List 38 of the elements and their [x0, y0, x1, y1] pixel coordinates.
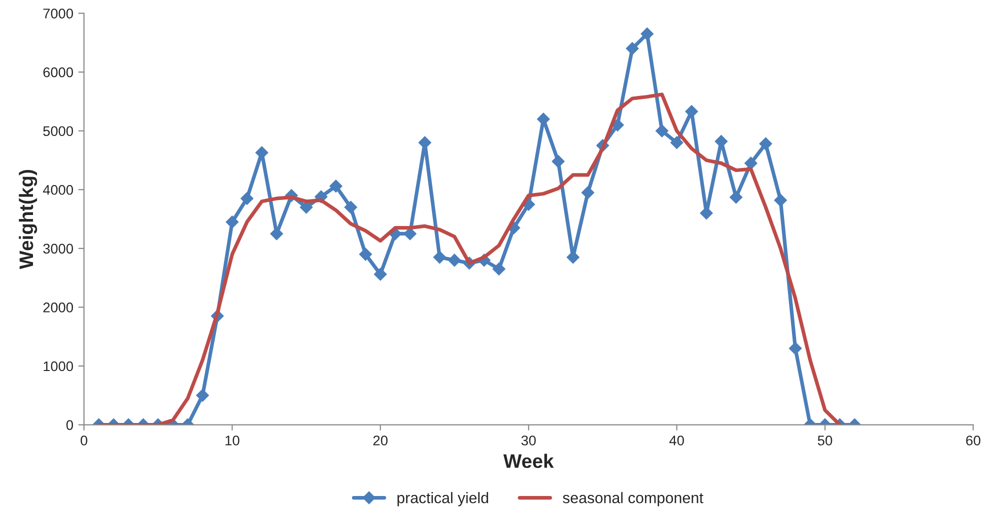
- y-axis-title: Weight(kg): [18, 170, 38, 270]
- y-tick-label: 7000: [43, 8, 74, 18]
- y-tick-label: 0: [66, 420, 74, 430]
- point: [759, 137, 772, 150]
- x-tick-label: 40: [669, 436, 684, 446]
- point: [330, 180, 342, 193]
- point: [448, 254, 461, 267]
- legend-label: practical yield: [398, 492, 488, 506]
- x-tick-label: 50: [818, 436, 832, 446]
- point: [344, 200, 358, 214]
- point: [492, 262, 506, 276]
- y-tick-label: 1000: [44, 361, 74, 372]
- point: [374, 268, 387, 281]
- point: [774, 194, 787, 207]
- point: [226, 216, 239, 228]
- point: [552, 155, 565, 168]
- y-tick-label: 3000: [43, 244, 74, 254]
- point: [433, 250, 446, 264]
- x-tick-label: 20: [373, 436, 388, 446]
- point: [744, 156, 758, 170]
- point: [685, 105, 698, 118]
- x-tick-label: 0: [80, 436, 88, 446]
- x-tick-label: 60: [966, 436, 980, 446]
- y-tick-label: 2000: [43, 302, 74, 312]
- point: [300, 200, 313, 214]
- point: [670, 136, 684, 150]
- point: [240, 192, 254, 205]
- x-tick-label: 30: [521, 436, 536, 446]
- point: [359, 248, 372, 261]
- y-tick-label: 5000: [43, 126, 74, 136]
- point: [656, 124, 668, 138]
- x-tick-label: 10: [226, 436, 240, 446]
- y-tick-label: 6000: [43, 67, 74, 78]
- point: [581, 186, 594, 199]
- x-axis-title: Week: [503, 454, 554, 468]
- y-tick-label: 4000: [42, 184, 74, 195]
- legend-label: seasonal component: [562, 492, 704, 506]
- point: [730, 190, 742, 204]
